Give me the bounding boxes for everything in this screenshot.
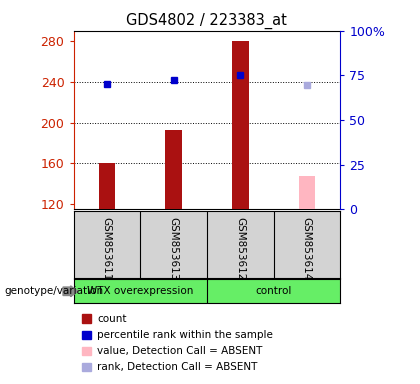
Text: GSM853614: GSM853614 [302,217,312,280]
Text: control: control [255,286,292,296]
Text: GSM853612: GSM853612 [235,217,245,280]
Bar [99,163,115,209]
Bar [232,41,249,209]
Text: GSM853611: GSM853611 [102,217,112,280]
Text: percentile rank within the sample: percentile rank within the sample [97,330,273,340]
Bar [299,175,315,209]
Title: GDS4802 / 223383_at: GDS4802 / 223383_at [126,13,287,29]
Text: WTX overexpression: WTX overexpression [87,286,193,296]
Text: value, Detection Call = ABSENT: value, Detection Call = ABSENT [97,346,263,356]
Bar [165,130,182,209]
Text: genotype/variation: genotype/variation [4,286,103,296]
Text: count: count [97,314,127,324]
Text: rank, Detection Call = ABSENT: rank, Detection Call = ABSENT [97,362,258,372]
Text: GSM853613: GSM853613 [168,217,178,280]
FancyArrow shape [63,286,78,297]
